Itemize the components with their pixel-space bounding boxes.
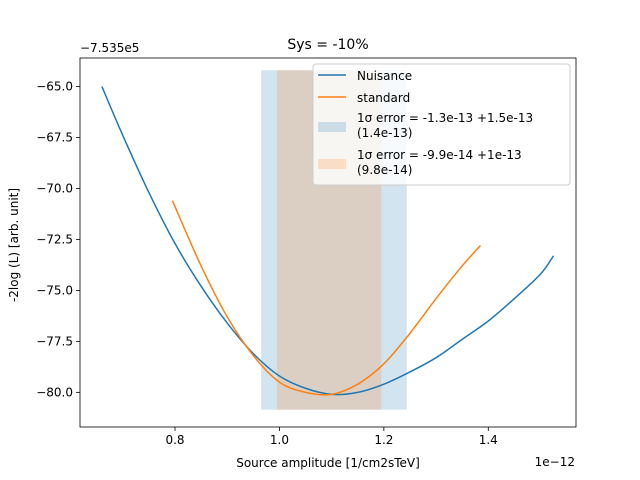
legend: Nuisance standard 1σ error = -1.3e-13 +1… [312, 63, 571, 186]
y-axis-ticks: −80.0 −77.5 −75.0 −72.5 −70.0 −67.5 −65.0 [36, 80, 80, 399]
chart-title: Sys = -10% [287, 37, 368, 53]
y-tick-label: −77.5 [36, 334, 73, 348]
y-tick-label: −67.5 [36, 131, 73, 145]
x-tick-label: 1.2 [374, 433, 393, 447]
y-axis-offset-label: −7.535e5 [80, 41, 139, 55]
y-tick-label: −75.0 [36, 283, 73, 297]
y-axis-label: -2log (L) [arb. unit] [7, 188, 21, 302]
x-axis-offset-label: 1e−12 [535, 455, 575, 469]
legend-box [312, 63, 571, 186]
legend-label-standard-band: 1σ error = -9.9e-14 +1e-13 (9.8e-14) [357, 148, 526, 177]
series-line-standard [171, 200, 482, 396]
y-tick-label: −70.0 [36, 181, 73, 195]
x-tick-label: 1.4 [479, 433, 498, 447]
legend-swatch-nuisance-band [318, 122, 346, 132]
x-axis-ticks: 0.8 1.0 1.2 1.4 [165, 427, 498, 447]
legend-label-standard: standard [357, 91, 410, 105]
plot-area-frame [79, 57, 577, 428]
y-tick-label: −72.5 [36, 232, 73, 246]
data-series [101, 86, 555, 396]
y-tick-label: −80.0 [36, 385, 73, 399]
legend-swatch-standard-band [318, 159, 346, 169]
y-tick-label: −65.0 [36, 80, 73, 94]
x-axis-label: Source amplitude [1/cm2sTeV] [236, 456, 420, 470]
x-tick-label: 1.0 [270, 433, 289, 447]
x-tick-label: 0.8 [165, 433, 184, 447]
legend-label-nuisance-band: 1σ error = -1.3e-13 +1.5e-13 (1.4e-13) [357, 111, 537, 140]
legend-label-nuisance: Nuisance [357, 69, 412, 83]
